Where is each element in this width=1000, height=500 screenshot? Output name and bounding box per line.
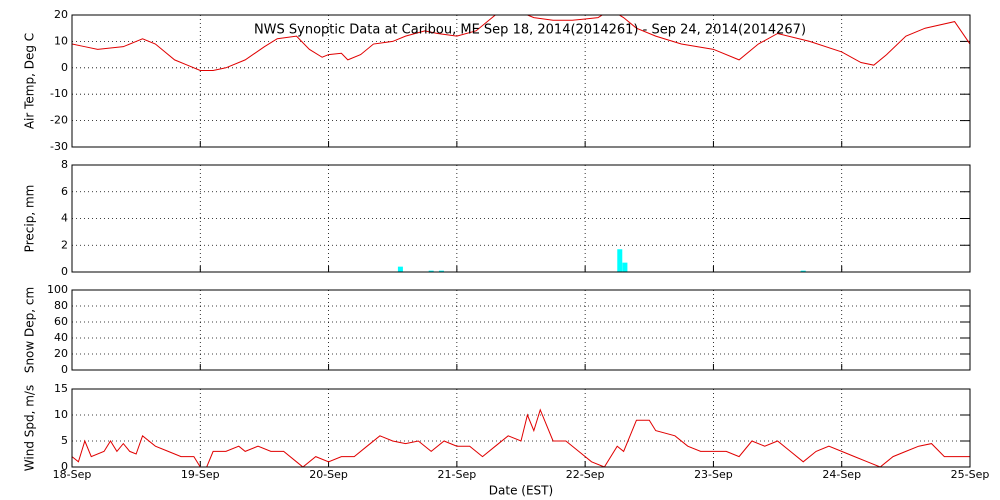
y-axis-label: Air Temp, Deg C bbox=[23, 33, 37, 129]
x-tick-label: 22-Sep bbox=[566, 468, 605, 481]
chart-title: NWS Synoptic Data at Caribou, ME Sep 18,… bbox=[254, 23, 806, 38]
bar bbox=[800, 270, 806, 272]
y-tick-label: 0 bbox=[61, 61, 68, 74]
panel-frame bbox=[71, 164, 971, 273]
panel-frame bbox=[71, 289, 971, 371]
y-tick-label: 20 bbox=[54, 8, 68, 21]
bar bbox=[428, 270, 434, 272]
y-tick-label: 10 bbox=[54, 34, 68, 47]
y-axis-label: Precip, mm bbox=[23, 185, 37, 253]
x-tick-label: 23-Sep bbox=[694, 468, 733, 481]
y-tick-label: -20 bbox=[50, 114, 68, 127]
bar bbox=[438, 270, 444, 272]
y-tick-label: 5 bbox=[61, 434, 68, 447]
x-tick-label: 20-Sep bbox=[309, 468, 348, 481]
y-axis-label: Snow Dep, cm bbox=[23, 287, 37, 373]
y-tick-label: 2 bbox=[61, 238, 68, 251]
x-tick-label: 21-Sep bbox=[438, 468, 477, 481]
line bbox=[72, 408, 970, 467]
y-tick-label: 0 bbox=[61, 460, 68, 473]
panel-frame bbox=[71, 14, 971, 148]
x-tick-label: 25-Sep bbox=[951, 468, 990, 481]
y-tick-label: 0 bbox=[61, 265, 68, 278]
y-tick-label: 4 bbox=[61, 212, 68, 225]
x-tick-label: 19-Sep bbox=[181, 468, 220, 481]
y-tick-label: 0 bbox=[61, 363, 68, 376]
y-tick-label: 6 bbox=[61, 185, 68, 198]
x-axis-label: Date (EST) bbox=[489, 484, 553, 498]
panel-frame bbox=[71, 388, 971, 468]
x-tick-label: 24-Sep bbox=[822, 468, 861, 481]
bar bbox=[622, 262, 628, 272]
y-tick-label: 60 bbox=[54, 315, 68, 328]
bar bbox=[397, 266, 403, 272]
y-axis-label: Wind Spd, m/s bbox=[23, 385, 37, 471]
bar bbox=[617, 249, 623, 272]
y-tick-label: 80 bbox=[54, 299, 68, 312]
y-tick-label: -30 bbox=[50, 140, 68, 153]
y-tick-label: 40 bbox=[54, 331, 68, 344]
y-tick-label: 100 bbox=[47, 283, 68, 296]
line bbox=[72, 15, 970, 71]
x-tick-label: 18-Sep bbox=[53, 468, 92, 481]
y-tick-label: -10 bbox=[50, 87, 68, 100]
y-tick-label: 10 bbox=[54, 408, 68, 421]
y-tick-label: 15 bbox=[54, 382, 68, 395]
y-tick-label: 8 bbox=[61, 158, 68, 171]
y-tick-label: 20 bbox=[54, 347, 68, 360]
